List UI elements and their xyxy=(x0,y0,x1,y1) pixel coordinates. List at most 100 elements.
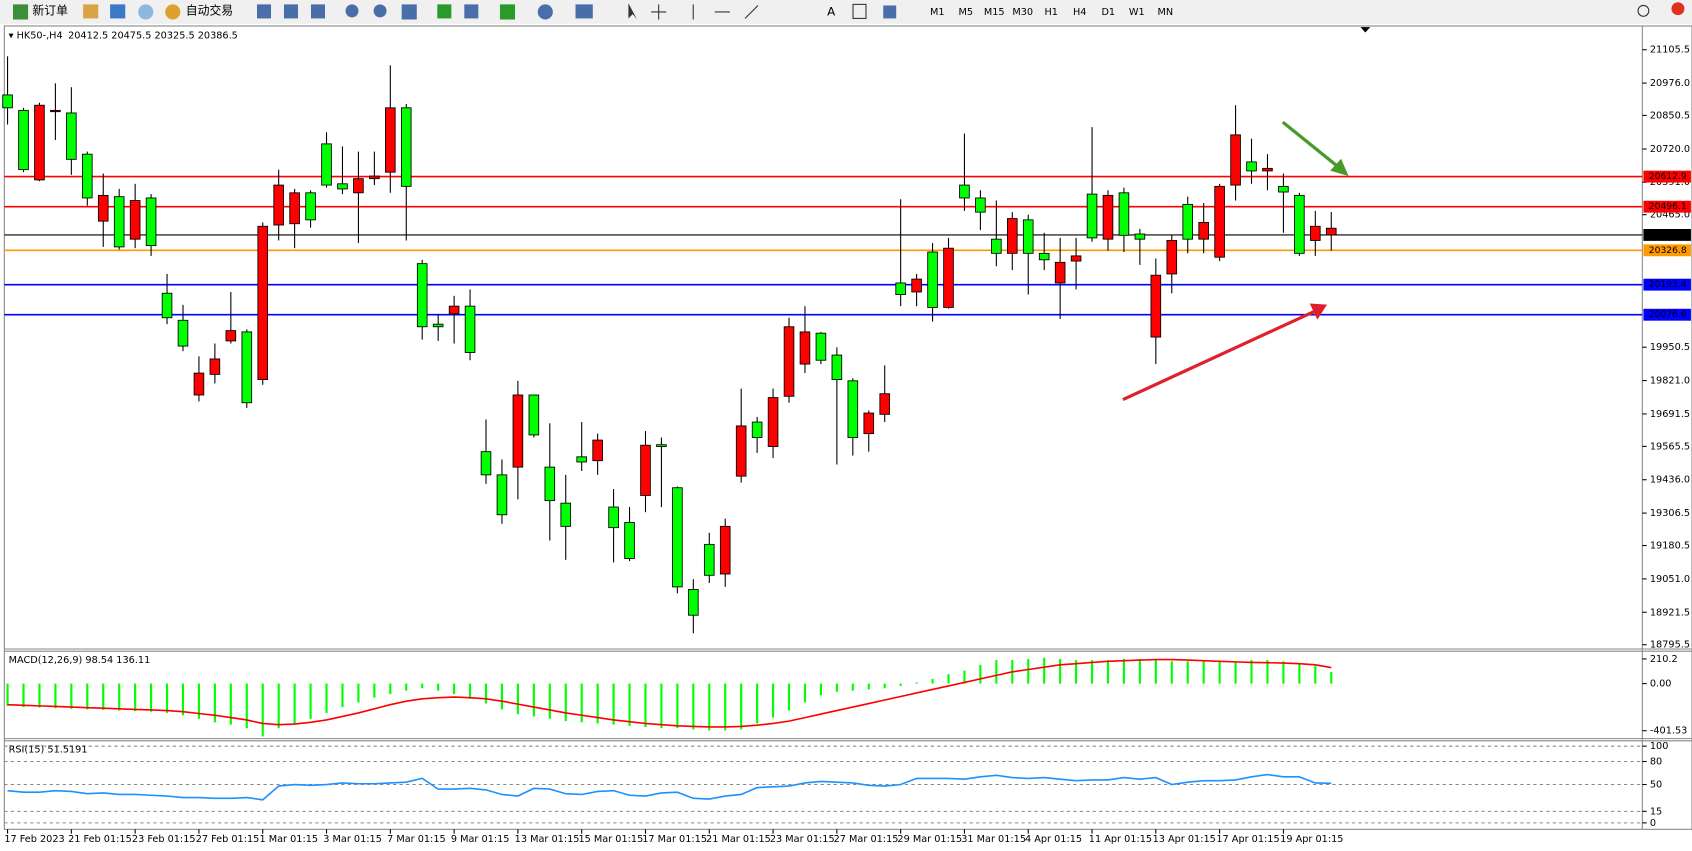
candle-body xyxy=(943,247,954,308)
toolbar-icon[interactable] xyxy=(537,4,553,20)
candle-body xyxy=(688,589,699,616)
red-arrow xyxy=(1122,309,1316,402)
crosshair-tool[interactable] xyxy=(651,4,667,20)
candle-body xyxy=(927,251,938,308)
toolbar-icon[interactable] xyxy=(283,4,299,19)
candle-body xyxy=(385,107,396,173)
macd-title: MACD(12,26,9) xyxy=(9,655,83,666)
rsi-panel: 100 80 50 150 xyxy=(4,741,1668,829)
x-tick-label: 17 Apr 01:15 xyxy=(1216,834,1279,845)
candle-body xyxy=(448,305,460,315)
candle-body xyxy=(400,107,412,187)
candle-body xyxy=(1214,185,1225,258)
timeframe-button[interactable]: M15 xyxy=(984,7,1005,18)
auto-trading-icon[interactable] xyxy=(165,4,181,20)
x-tick-label: 4 Apr 01:15 xyxy=(1025,834,1082,845)
candle-body xyxy=(672,487,683,588)
line-tools[interactable] xyxy=(692,4,759,20)
label-tool[interactable] xyxy=(852,3,867,19)
timeframe-button[interactable]: M1 xyxy=(930,7,945,18)
text-tool[interactable]: A xyxy=(827,4,836,18)
toolbar-icon[interactable] xyxy=(110,4,126,19)
timeframe-button[interactable]: W1 xyxy=(1129,7,1145,18)
chart-header: ▾ HK50-,H4 20412.5 20475.5 20325.5 20386.… xyxy=(9,31,238,42)
candle-body xyxy=(592,439,603,462)
y-tick-label: 19565.5 xyxy=(1650,441,1690,452)
y-tick-label: 100 xyxy=(1650,741,1669,752)
new-order-button[interactable]: 新订单 xyxy=(32,3,68,17)
candle-body xyxy=(177,319,189,347)
toolbar-icon[interactable] xyxy=(401,4,417,20)
timeframe-button[interactable]: D1 xyxy=(1101,7,1115,18)
price-tag-label: 20076.6 xyxy=(1649,309,1687,320)
candle-body xyxy=(831,354,843,380)
auto-trading-button[interactable]: 自动交易 xyxy=(186,3,233,17)
rsi-title: RSI(15) xyxy=(9,744,45,755)
candle-body xyxy=(544,466,556,502)
toolbar-icon[interactable] xyxy=(437,4,452,19)
candle-body xyxy=(528,394,540,436)
x-tick-label: 13 Mar 01:15 xyxy=(515,834,580,845)
toolbar-icon[interactable] xyxy=(464,4,479,19)
candle-body xyxy=(879,393,891,415)
y-tick-label: 19180.5 xyxy=(1650,541,1690,552)
candle-body xyxy=(751,421,763,438)
search-icon[interactable] xyxy=(1637,4,1650,17)
candle-body xyxy=(34,104,45,181)
candle-body xyxy=(257,225,269,380)
timeframe-button[interactable]: H1 xyxy=(1045,7,1058,18)
timeframe-bar: M1 M5 M15 M30 H1 H4 D1 W1 MN xyxy=(930,7,1173,18)
candle-body xyxy=(895,282,906,295)
y-tick-label: 20720.0 xyxy=(1650,144,1690,155)
candle-body xyxy=(1022,219,1034,254)
toolbar-icon[interactable] xyxy=(373,4,387,18)
toolbar-icon[interactable] xyxy=(499,4,516,20)
y-tick-label: -401.53 xyxy=(1650,726,1687,737)
candle-body xyxy=(1070,255,1082,262)
candle-body xyxy=(464,305,476,353)
candle-body xyxy=(767,397,779,447)
candle-body xyxy=(1294,194,1305,254)
cursor-tool[interactable] xyxy=(628,3,638,20)
candle-body xyxy=(1262,167,1273,172)
x-tick-label: 27 Mar 01:15 xyxy=(834,834,899,845)
candle-body xyxy=(719,525,731,575)
candle-body xyxy=(1182,203,1194,240)
timeframe-button[interactable]: MN xyxy=(1157,7,1173,18)
green-arrow xyxy=(1281,120,1340,169)
x-tick-label: 23 Feb 01:15 xyxy=(132,834,196,845)
toolbar-icon[interactable] xyxy=(83,4,99,19)
notification-icon[interactable] xyxy=(1671,2,1685,16)
candle-body xyxy=(209,358,221,375)
y-tick-label: 19691.5 xyxy=(1650,409,1690,420)
candle-body xyxy=(1150,274,1162,338)
x-tick-label: 23 Mar 01:15 xyxy=(770,834,835,845)
new-order-icon[interactable] xyxy=(12,4,29,20)
toolbar-icon[interactable] xyxy=(138,4,154,20)
timeframe-button[interactable]: M30 xyxy=(1012,7,1033,18)
candle-body xyxy=(432,323,444,328)
y-tick-label: 21105.5 xyxy=(1650,45,1690,56)
y-tick-label: 18795.5 xyxy=(1650,640,1690,651)
y-tick-label: 19950.5 xyxy=(1650,342,1690,353)
toolbar-icon[interactable] xyxy=(883,5,897,19)
symbol: HK50-,H4 xyxy=(17,31,63,42)
timeframe-button[interactable]: H4 xyxy=(1073,7,1086,18)
timeframe-button[interactable]: M5 xyxy=(958,7,973,18)
macd-signal-line xyxy=(7,658,1332,728)
candle-body xyxy=(273,184,284,226)
toolbar-icon[interactable] xyxy=(575,4,593,19)
macd-panel: 210.2 0.00 -401.53 xyxy=(6,654,1687,737)
toolbar-icon[interactable] xyxy=(256,4,272,19)
y-tick-label: 210.2 xyxy=(1650,654,1678,665)
y-tick-label: 20591.0 xyxy=(1650,177,1690,188)
price-tag-label: 20496.1 xyxy=(1649,201,1687,212)
toolbar-icon[interactable] xyxy=(310,4,326,19)
y-tick-label: 19051.0 xyxy=(1650,574,1690,585)
x-tick-label: 29 Mar 01:15 xyxy=(897,834,962,845)
candle-body xyxy=(1007,218,1018,254)
toolbar-icon[interactable] xyxy=(345,4,359,18)
bar-high: 20475.5 xyxy=(111,31,151,42)
